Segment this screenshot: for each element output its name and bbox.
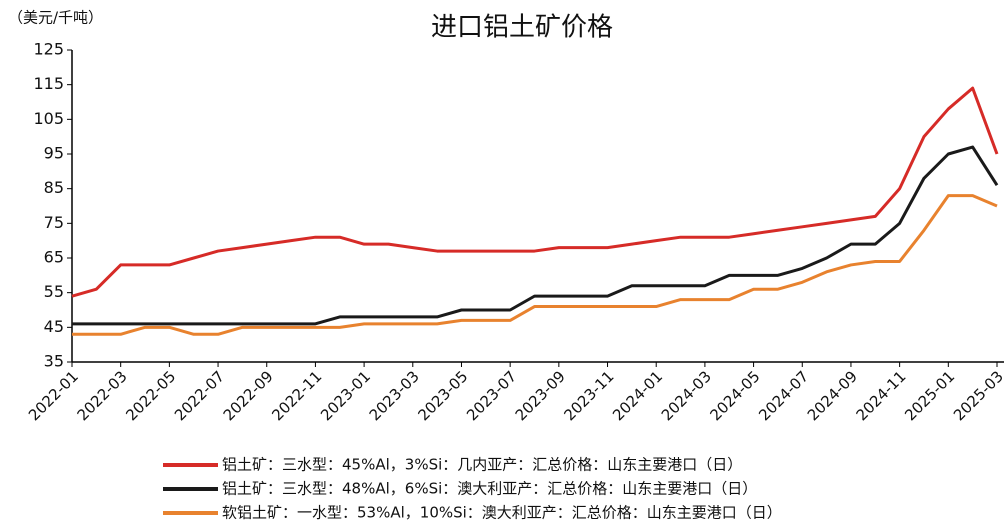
- x-tick-label: 2023-11: [560, 367, 617, 424]
- x-tick-label: 2022-07: [171, 367, 228, 424]
- x-tick-label: 2023-01: [317, 367, 374, 424]
- y-tick-label: 85: [44, 178, 64, 197]
- series-line: [71, 86, 999, 298]
- y-tick-label: 125: [33, 40, 64, 59]
- x-tick-label: 2024-09: [804, 367, 861, 424]
- legend-label: 铝土矿：三水型：48%Al，6%Si：澳大利亚产：汇总价格：山东主要港口（日）: [222, 480, 757, 498]
- x-tick-label: 2024-03: [658, 367, 715, 424]
- x-tick-label: 2024-05: [707, 367, 764, 424]
- y-tick-label: 35: [44, 352, 64, 371]
- x-tick-label: 2023-03: [366, 367, 423, 424]
- y-axis-label: （美元/千吨）: [8, 9, 103, 27]
- y-tick-label: 75: [44, 213, 64, 232]
- x-tick-label: 2023-05: [414, 367, 471, 424]
- legend-label: 软铝土矿：一水型：53%Al，10%Si：澳大利亚产：汇总价格：山东主要港口（日…: [222, 504, 782, 522]
- y-tick-label: 45: [44, 317, 64, 336]
- y-tick-label: 55: [44, 282, 64, 301]
- x-tick-label: 2025-01: [901, 367, 958, 424]
- y-tick-label: 105: [33, 109, 64, 128]
- x-tick-label: 2022-03: [74, 367, 131, 424]
- y-tick-label: 115: [33, 74, 64, 93]
- x-tick-label: 2024-07: [755, 367, 812, 424]
- series-line: [72, 194, 998, 336]
- x-tick-label: 2022-11: [268, 367, 325, 424]
- legend-label: 铝土矿：三水型：45%Al，3%Si：几内亚产：汇总价格：山东主要港口（日）: [222, 456, 742, 474]
- x-tick-label: 2022-09: [220, 367, 277, 424]
- series-line: [72, 145, 999, 326]
- y-tick-label: 65: [44, 248, 64, 267]
- chart-title: 进口铝土矿价格: [431, 13, 613, 43]
- x-tick-label: 2024-01: [609, 367, 666, 424]
- y-tick-label: 95: [44, 144, 64, 163]
- x-tick-label: 2022-01: [25, 367, 82, 424]
- x-tick-label: 2024-11: [853, 367, 910, 424]
- x-tick-label: 2023-07: [463, 367, 520, 424]
- x-tick-label: 2023-09: [512, 367, 569, 424]
- x-tick-label: 2022-05: [122, 367, 179, 424]
- x-tick-label: 2025-03: [950, 367, 1004, 424]
